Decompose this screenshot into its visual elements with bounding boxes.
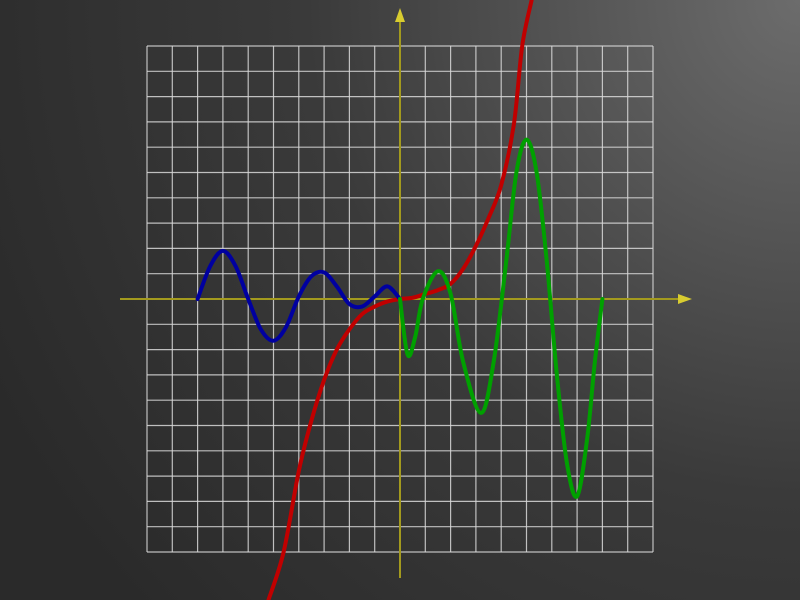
curve (266, 0, 534, 600)
y-axis-arrow (395, 8, 405, 22)
curves (195, 0, 605, 600)
x-axis-arrow (678, 294, 692, 304)
curve (398, 137, 605, 499)
curve (195, 248, 402, 343)
